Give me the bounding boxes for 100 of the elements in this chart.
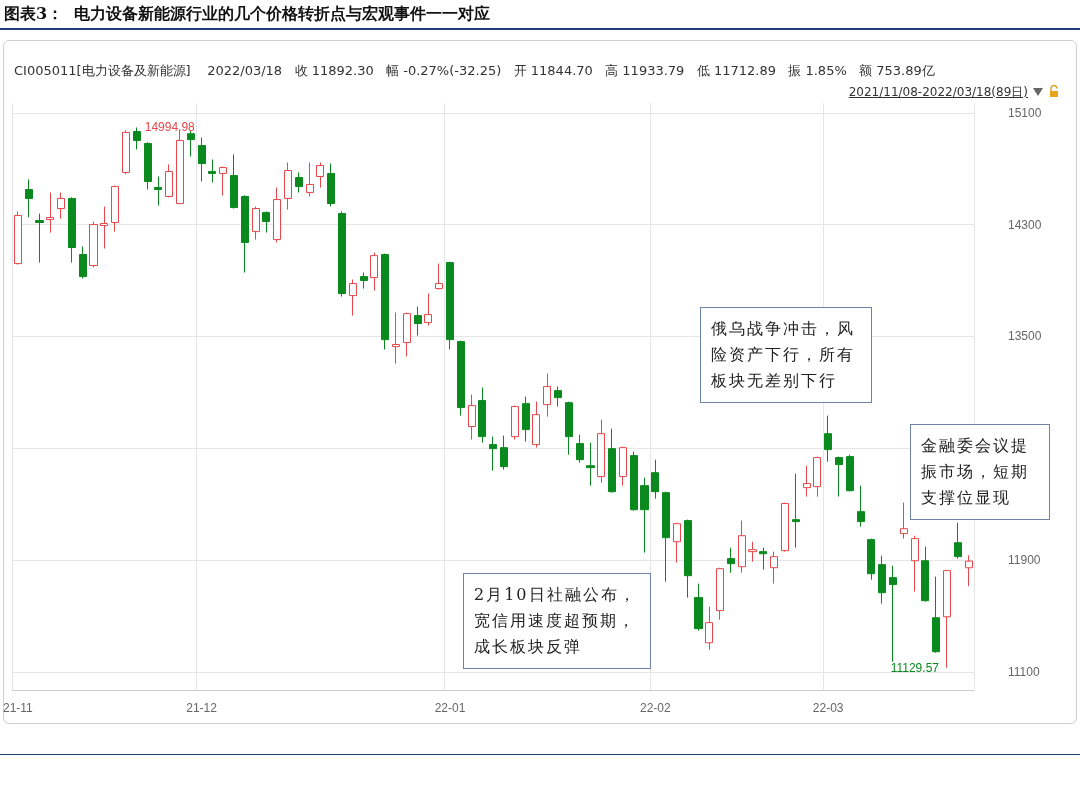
annotation: 11129.57 xyxy=(890,660,940,675)
candlestick xyxy=(857,485,865,528)
x-tick-label: 22-02 xyxy=(639,701,671,715)
candlestick xyxy=(597,419,605,484)
candlestick xyxy=(748,541,757,563)
candlestick xyxy=(900,502,908,540)
candlestick xyxy=(111,184,119,233)
candlestick xyxy=(954,522,962,560)
candlestick xyxy=(122,129,130,175)
candlestick xyxy=(144,141,152,191)
candlestick xyxy=(370,252,378,292)
candlestick xyxy=(187,130,195,158)
candlestick xyxy=(738,520,746,574)
text: 2021/11/08-2022/03/18(89日) xyxy=(848,84,1028,101)
annotation: 2月10日社融公布，宽信用速度超预期，成长板块反弹 xyxy=(463,573,651,669)
x-tick-label: 22-01 xyxy=(434,701,466,715)
candlestick xyxy=(241,194,249,274)
candlestick xyxy=(306,162,314,197)
candlestick xyxy=(608,428,616,494)
candlestick xyxy=(349,279,357,317)
candlestick xyxy=(360,272,368,290)
candlestick xyxy=(14,210,22,266)
candlestick xyxy=(727,547,735,574)
candlestick xyxy=(478,387,486,444)
candlestick xyxy=(813,456,821,498)
candlestick xyxy=(198,137,206,183)
x-tick-label: 22-03 xyxy=(812,701,844,715)
candlestick xyxy=(640,477,649,554)
candlestick xyxy=(273,187,281,243)
y-tick-label: 11900 xyxy=(1008,553,1041,568)
candlestick xyxy=(46,191,54,234)
candlestick xyxy=(457,340,465,417)
y-tick-label: 13500 xyxy=(1008,329,1042,344)
candlestick xyxy=(619,446,627,487)
candlestick xyxy=(392,312,400,365)
candlestick xyxy=(684,519,692,599)
candlestick xyxy=(943,569,951,669)
candlestick xyxy=(295,171,303,193)
candlestick xyxy=(803,465,811,498)
chart-subtitle: CI005011[电力设备及新能源] 2022/03/18 收 11892.30 幅 -0.27%(-32.25) 开 11844.70 高 11933.79 低 11712.89 振 1.85% 额 753.89亿 xyxy=(14,62,935,80)
annotation: 金融委会议提振市场，短期支撑位显现 xyxy=(910,424,1050,520)
candlestick xyxy=(68,196,76,264)
x-tick-label: 21-12 xyxy=(186,701,218,715)
candlestick xyxy=(165,164,173,198)
candlestick xyxy=(932,576,940,654)
x-tick-label: 21-11 xyxy=(2,701,34,715)
candlestick xyxy=(694,583,703,632)
candlestick xyxy=(565,401,573,456)
candlestick xyxy=(89,221,98,268)
candlestick xyxy=(57,191,65,220)
candlestick xyxy=(446,261,454,351)
candlestick xyxy=(208,158,216,184)
candlestick xyxy=(489,436,497,472)
candlestick xyxy=(705,606,713,651)
y-tick-label: 11100 xyxy=(1008,664,1040,679)
candlestick xyxy=(284,162,292,210)
candlestick xyxy=(100,206,108,249)
candlestick xyxy=(262,210,270,234)
candlestick xyxy=(586,442,595,487)
chart-title: 图表3： 电力设备新能源行业的几个价格转折点与宏观事件一一对应 xyxy=(4,4,491,25)
candlestick xyxy=(878,555,886,605)
candlestick xyxy=(176,129,184,205)
y-tick-label: 14300 xyxy=(1008,217,1042,232)
candlestick xyxy=(651,459,659,500)
candlestick xyxy=(770,551,778,585)
candlestick xyxy=(25,178,33,218)
candlestick xyxy=(154,176,162,207)
candlestick xyxy=(532,401,540,449)
candlestick xyxy=(35,213,44,264)
candlestick xyxy=(921,546,929,603)
annotation: 14994.98 xyxy=(144,120,196,135)
candlestick xyxy=(79,246,87,280)
candlestick xyxy=(846,454,854,493)
candlestick xyxy=(576,434,584,464)
candlestick xyxy=(781,502,789,553)
candlestick xyxy=(316,162,324,189)
candlestick xyxy=(381,253,389,351)
annotation: 俄乌战争冲击，风险资产下行，所有板块无差别下行 xyxy=(700,307,872,403)
candlestick xyxy=(792,473,800,549)
candlestick xyxy=(230,153,238,210)
candlestick xyxy=(219,166,227,197)
candlestick xyxy=(500,435,508,471)
candlestick xyxy=(889,565,897,663)
candlestick xyxy=(435,263,443,291)
candlestick xyxy=(716,567,724,621)
candlestick xyxy=(252,206,260,241)
candlestick xyxy=(824,415,832,463)
candlestick xyxy=(965,554,973,587)
candlestick xyxy=(911,535,919,593)
candlestick xyxy=(133,126,141,151)
candlestick xyxy=(468,394,476,441)
candlestick xyxy=(338,210,346,298)
y-tick-label: 15100 xyxy=(1008,105,1042,120)
candlestick xyxy=(327,163,335,208)
candlestick xyxy=(673,522,681,564)
candlestick xyxy=(414,305,422,337)
candlestick xyxy=(424,293,432,326)
candlestick xyxy=(662,491,670,583)
candlestick xyxy=(403,312,411,358)
candlestick xyxy=(543,373,551,418)
